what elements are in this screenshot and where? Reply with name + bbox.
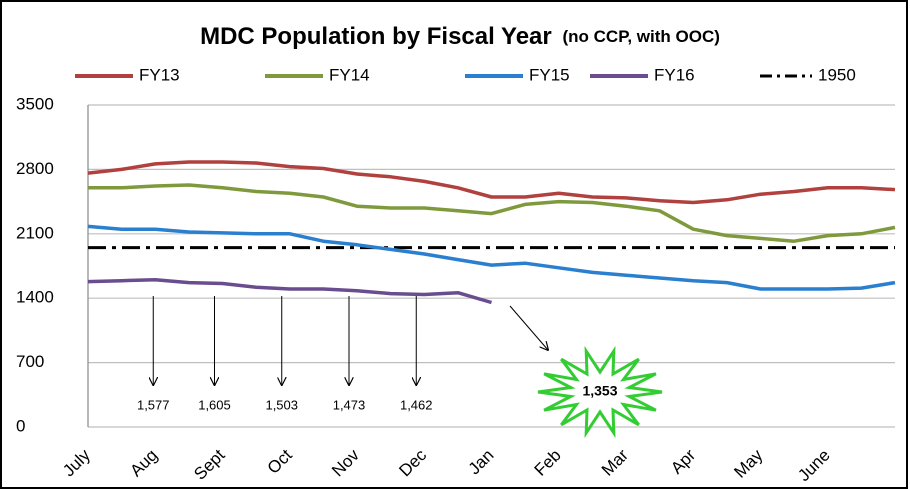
- y-tick-label: 0: [16, 416, 25, 435]
- x-tick-label: Sept: [190, 445, 228, 483]
- x-tick-label: Jan: [465, 446, 498, 479]
- annotation-label: 1,473: [333, 397, 366, 412]
- x-tick-label: Apr: [667, 445, 699, 477]
- series-line: [87, 278, 492, 305]
- annotation-label: 1,605: [198, 397, 231, 412]
- x-tick-label: May: [730, 445, 766, 481]
- x-tick-label: Mar: [598, 445, 632, 479]
- legend-label: FY13: [139, 65, 180, 84]
- x-tick-label: Aug: [126, 446, 161, 481]
- callout-label: 1,353: [582, 383, 617, 399]
- x-tick-label: June: [794, 446, 834, 486]
- annotation-label: 1,462: [400, 397, 433, 412]
- x-tick-label: Nov: [328, 445, 363, 480]
- y-tick-label: 2100: [16, 223, 54, 242]
- callout-burst: [537, 345, 663, 439]
- x-tick-label: Oct: [264, 445, 296, 477]
- y-tick-label: 1400: [16, 288, 54, 307]
- series-line: [87, 160, 896, 205]
- annotation-label: 1,503: [265, 397, 298, 412]
- series-line: [87, 224, 896, 291]
- y-tick-label: 3500: [16, 94, 54, 113]
- legend-label: 1950: [818, 65, 856, 84]
- x-tick-label: July: [59, 445, 94, 480]
- callout-arrow: [509, 305, 548, 350]
- annotation-label: 1,577: [137, 397, 170, 412]
- y-tick-label: 700: [16, 352, 44, 371]
- legend-label: FY15: [529, 65, 570, 84]
- chart-title-group: MDC Population by Fiscal Year (no CCP, w…: [200, 23, 720, 50]
- x-tick-label: Dec: [395, 445, 430, 480]
- x-tick-label: Feb: [531, 446, 565, 480]
- legend-label: FY16: [654, 65, 695, 84]
- chart-title: MDC Population by Fiscal Year: [200, 23, 552, 50]
- series-line: [88, 183, 896, 243]
- chart-subtitle: (no CCP, with OOC): [562, 27, 719, 46]
- y-tick-label: 2800: [16, 159, 54, 178]
- legend-label: FY14: [329, 65, 370, 84]
